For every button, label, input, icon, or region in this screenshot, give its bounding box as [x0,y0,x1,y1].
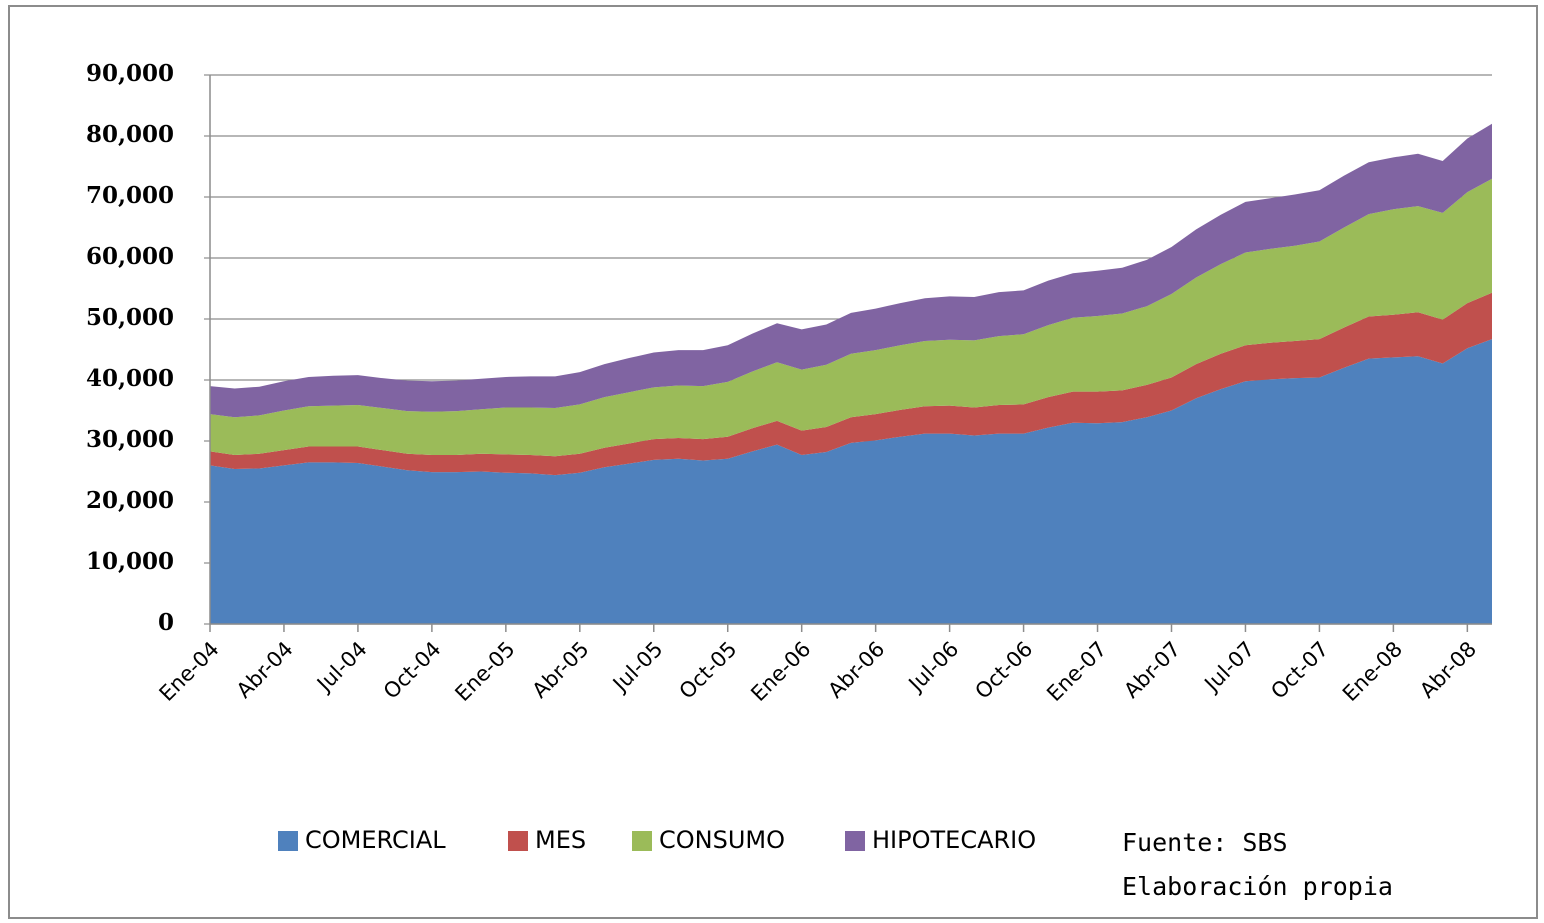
y-tick-label: 50,000 [86,304,174,331]
legend-swatch [632,831,652,851]
area [210,178,1492,457]
y-tick-label: 0 [158,609,174,636]
y-tick-label: 70,000 [86,182,174,209]
y-tick-label: 30,000 [86,426,174,453]
y-tick-label: 60,000 [86,243,174,270]
area [210,292,1492,476]
legend-swatch [278,831,298,851]
legend-label: CONSUMO [659,826,785,854]
legend-label: COMERCIAL [305,826,446,854]
legend-label: HIPOTECARIO [872,826,1036,854]
legend-swatch [845,831,865,851]
area [210,339,1492,624]
legend-label: MES [535,826,586,854]
y-tick-label: 80,000 [86,121,174,148]
y-tick-label: 90,000 [86,60,174,87]
y-tick-label: 10,000 [86,548,174,575]
annotation: Elaboración propia [1122,872,1393,901]
y-tick-label: 40,000 [86,365,174,392]
annotation: Fuente: SBS [1122,828,1288,857]
y-tick-label: 20,000 [86,487,174,514]
area [210,123,1492,418]
legend-swatch [508,831,528,851]
